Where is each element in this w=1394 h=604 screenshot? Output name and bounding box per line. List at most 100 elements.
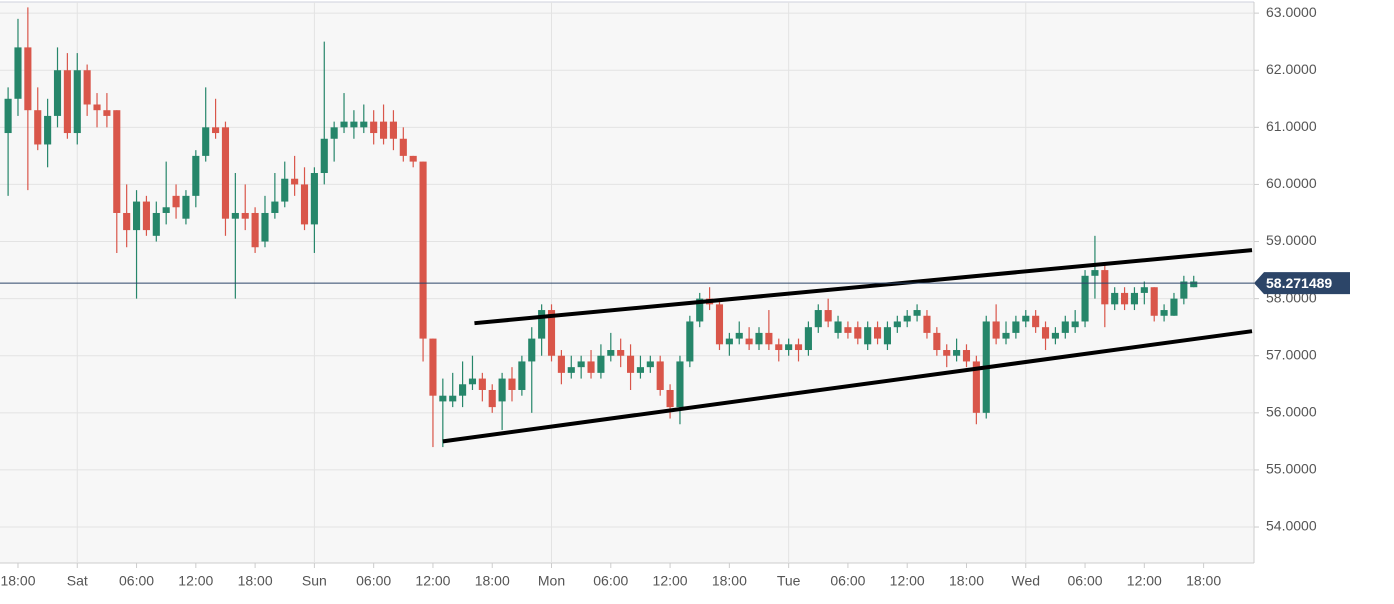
plot-area bbox=[0, 2, 1254, 563]
candle-body bbox=[93, 104, 101, 111]
candle-body bbox=[1032, 315, 1040, 328]
candle-body bbox=[53, 70, 62, 116]
candle-body bbox=[429, 338, 437, 396]
candle-body bbox=[103, 110, 111, 116]
x-tick-label: Wed bbox=[1011, 573, 1040, 589]
candle-body bbox=[4, 98, 12, 134]
candle-body bbox=[1130, 292, 1139, 305]
y-tick-label: 62.0000 bbox=[1266, 61, 1317, 77]
candle-body bbox=[587, 361, 595, 373]
candle-body bbox=[627, 355, 635, 373]
candle-body bbox=[113, 110, 121, 213]
x-tick-label: Mon bbox=[538, 573, 565, 589]
candle-body bbox=[409, 155, 417, 162]
candle-body bbox=[221, 127, 230, 219]
candle-body bbox=[1071, 321, 1079, 328]
candle-body bbox=[1121, 292, 1129, 305]
candle-body bbox=[1140, 287, 1148, 293]
x-tick-label: 06:00 bbox=[119, 573, 154, 589]
candle-body bbox=[923, 315, 931, 333]
candle-body bbox=[755, 332, 763, 345]
candle-body bbox=[666, 389, 674, 408]
candle-body bbox=[1091, 270, 1099, 276]
candle-body bbox=[617, 350, 625, 356]
candle-body bbox=[83, 70, 91, 105]
candle-body bbox=[449, 395, 457, 402]
y-tick-label: 56.0000 bbox=[1266, 404, 1317, 420]
candle-body bbox=[656, 361, 664, 390]
candle-body bbox=[123, 212, 131, 231]
candle-body bbox=[379, 121, 388, 139]
x-tick-label: 18:00 bbox=[475, 573, 510, 589]
candle-body bbox=[24, 47, 32, 111]
candle-body bbox=[834, 321, 842, 333]
x-tick-label: 12:00 bbox=[890, 573, 925, 589]
candle-body bbox=[1170, 298, 1178, 316]
candle-body bbox=[202, 127, 210, 156]
candle-body bbox=[597, 355, 605, 373]
candle-body bbox=[261, 212, 269, 242]
candle-body bbox=[785, 344, 793, 351]
x-tick-label: Sat bbox=[67, 573, 88, 589]
candle-body bbox=[1190, 281, 1198, 288]
candle-body bbox=[192, 155, 200, 196]
candle-body bbox=[883, 327, 891, 345]
candle-body bbox=[972, 361, 980, 413]
y-tick-label: 55.0000 bbox=[1266, 461, 1317, 477]
candle-body bbox=[360, 121, 368, 128]
candle-body bbox=[745, 338, 753, 345]
candle-body bbox=[528, 338, 536, 362]
candle-body bbox=[498, 378, 506, 402]
y-tick-label: 63.0000 bbox=[1266, 4, 1317, 20]
x-tick-label: 18:00 bbox=[949, 573, 984, 589]
x-tick-label: 06:00 bbox=[356, 573, 391, 589]
candle-body bbox=[864, 327, 872, 345]
candle-body bbox=[251, 212, 259, 248]
candle-body bbox=[389, 121, 397, 139]
candle-body bbox=[715, 304, 724, 345]
candle-body bbox=[310, 173, 318, 225]
candle-body bbox=[725, 338, 733, 345]
x-tick-label: 06:00 bbox=[593, 573, 628, 589]
candle-body bbox=[1061, 321, 1069, 333]
y-tick-label: 59.0000 bbox=[1266, 232, 1317, 248]
candle-body bbox=[577, 361, 585, 368]
candle-body bbox=[874, 327, 882, 339]
x-tick-label: Tue bbox=[777, 573, 801, 589]
candle-body bbox=[162, 207, 170, 213]
candle-body bbox=[1160, 310, 1168, 316]
candle-body bbox=[241, 212, 249, 219]
candle-body bbox=[1041, 327, 1050, 339]
x-tick-label: 18:00 bbox=[0, 573, 35, 589]
candle-body bbox=[14, 47, 22, 99]
y-tick-label: 54.0000 bbox=[1266, 518, 1317, 534]
x-tick-label: 06:00 bbox=[830, 573, 865, 589]
candle-body bbox=[557, 355, 565, 373]
last-price-tag bbox=[1254, 272, 1350, 295]
y-tick-label: 57.0000 bbox=[1266, 346, 1317, 362]
candle-body bbox=[320, 138, 328, 174]
candle-body bbox=[538, 310, 546, 339]
candle-body bbox=[676, 361, 684, 408]
candle-body bbox=[547, 310, 556, 356]
candle-body bbox=[340, 121, 348, 128]
x-tick-label: 18:00 bbox=[712, 573, 747, 589]
x-tick-label: 12:00 bbox=[178, 573, 213, 589]
candle-body bbox=[350, 121, 358, 128]
candle-body bbox=[518, 361, 526, 390]
candle-body bbox=[794, 344, 803, 351]
candle-body bbox=[508, 378, 516, 390]
candle-body bbox=[152, 212, 160, 236]
candle-body bbox=[63, 70, 71, 134]
candle-body bbox=[300, 184, 309, 225]
candle-body bbox=[1101, 270, 1109, 305]
candle-body bbox=[291, 178, 299, 185]
candle-body bbox=[735, 332, 743, 339]
candle-body bbox=[399, 138, 407, 156]
candle-body bbox=[765, 332, 773, 345]
candle-body bbox=[132, 201, 141, 231]
candle-body bbox=[933, 332, 941, 351]
candle-body bbox=[231, 212, 239, 219]
candle-body bbox=[1081, 275, 1089, 322]
